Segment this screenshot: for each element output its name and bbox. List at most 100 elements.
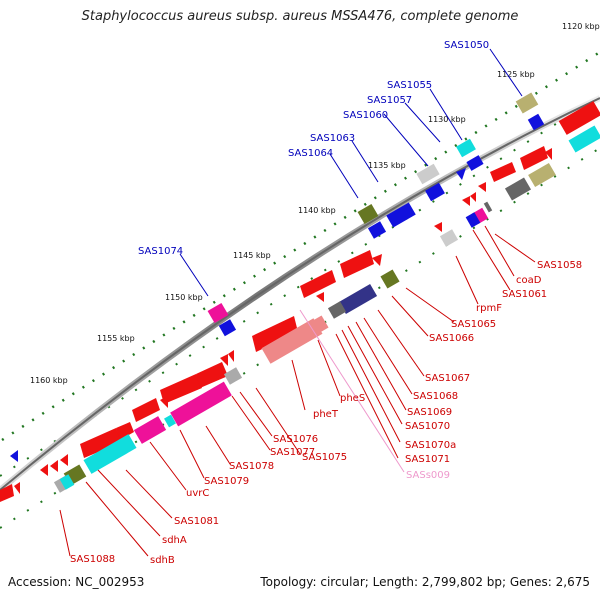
labels-lower: SAS1058 coaD SAS1061 rpmF SAS1065 SAS106… [70,260,582,566]
gene-label: SAS1061 [502,289,547,300]
gene-feature [456,168,466,180]
gene-feature [327,301,347,319]
gene-label: SAS1055 [387,80,432,91]
tick-label: 1130 kbp [428,115,466,124]
gene-label: pheT [313,409,339,420]
gene-feature [558,101,600,135]
gene-label: SAS1070 [405,421,450,432]
leader-sass009 [299,309,405,473]
gene-label: SAS1075 [302,452,347,463]
gene-feature [309,315,329,335]
gene-feature [434,222,442,232]
gene-feature [50,460,58,472]
map-title: Staphylococcus aureus subsp. aureus MSSA… [81,9,519,24]
gene-label: SAS1069 [407,407,452,418]
genome-backbone-line [0,97,600,491]
gene-feature [465,212,481,228]
gene-feature [40,464,48,476]
tick-label: 1125 kbp [497,70,535,79]
gene-feature [386,202,416,228]
gene-feature [357,203,379,225]
gene-feature [60,454,68,466]
tick-label: 1140 kbp [298,206,336,215]
tick-label: 1160 kbp [30,376,68,385]
features-lower [0,101,600,502]
gene-label: SAS1068 [413,391,458,402]
gene-feature [527,113,545,131]
tick-label: 1120 kbp [562,22,600,31]
gene-feature [170,381,232,427]
gene-label: SAS1081 [174,516,219,527]
gene-label: SAS1067 [425,373,470,384]
gene-label: SAS1060 [343,110,388,121]
gene-feature [220,354,228,366]
tick-label: 1135 kbp [368,161,406,170]
topology-summary: Topology: circular; Length: 2,799,802 bp… [260,575,590,589]
gene-label: SAS1066 [429,333,474,344]
gene-feature [568,125,600,153]
gene-label: SAS1076 [273,434,318,445]
gene-feature [116,422,134,440]
gene-label: SAS1088 [70,554,115,565]
gene-label: SAS1063 [310,133,355,144]
tick-label: 1150 kbp [165,293,203,302]
gene-label: SAS1064 [288,148,333,159]
gene-feature [545,148,552,160]
tick-label: 1145 kbp [233,251,271,260]
gene-feature [0,484,14,502]
gene-feature [10,450,18,462]
gene-feature [80,428,122,458]
accession-text: Accession: NC_002953 [8,575,145,589]
gene-feature [300,270,336,298]
gene-label: SAS1050 [444,40,489,51]
gene-label: sdhA [162,535,187,546]
gene-feature [133,416,167,444]
gene-feature [490,162,516,182]
gene-feature [160,396,168,408]
gene-label: sdhB [150,555,175,566]
gene-label: pheS [340,393,365,404]
gene-label: SAS1065 [451,319,496,330]
gene-feature [160,374,202,404]
gene-feature [466,155,484,171]
gene-feature [380,269,400,289]
gene-feature [83,434,137,474]
tick-label: 1155 kbp [97,334,135,343]
gene-label: SAS1077 [270,447,315,458]
gene-label: SASs009 [406,470,450,481]
gene-feature [515,92,539,114]
leaders-lower [59,225,536,557]
gene-feature [416,163,440,185]
outer-tick-ring [1,50,600,442]
leaders-upper [179,48,523,297]
labels-upper: SAS1050 SAS1055 SAS1057 SAS1060 SAS1063 … [138,40,489,257]
gene-feature [462,196,470,206]
features-upper [10,92,545,462]
gene-feature [367,221,387,239]
gene-feature [372,254,382,266]
gene-feature [425,182,445,202]
gene-feature [132,398,160,422]
gene-feature [316,292,324,302]
gene-feature [59,474,75,490]
gene-feature [528,162,556,188]
gene-feature [218,319,237,337]
gene-feature [14,482,20,494]
gene-feature [164,414,176,428]
gene-feature [520,146,548,170]
gene-label: SAS1078 [229,461,274,472]
gene-feature [338,283,378,315]
gene-label: SAS1071 [405,454,450,465]
gene-feature [340,250,374,278]
gene-feature [223,367,243,385]
gene-feature [196,362,228,388]
gene-feature [261,318,323,364]
gene-label: SAS1079 [204,476,249,487]
gene-feature [504,177,532,201]
gene-label: SAS1070a [405,440,456,451]
gene-label: rpmF [476,303,502,314]
gene-feature [478,182,486,192]
gene-label: SAS1058 [537,260,582,271]
gene-label: coaD [516,275,542,286]
